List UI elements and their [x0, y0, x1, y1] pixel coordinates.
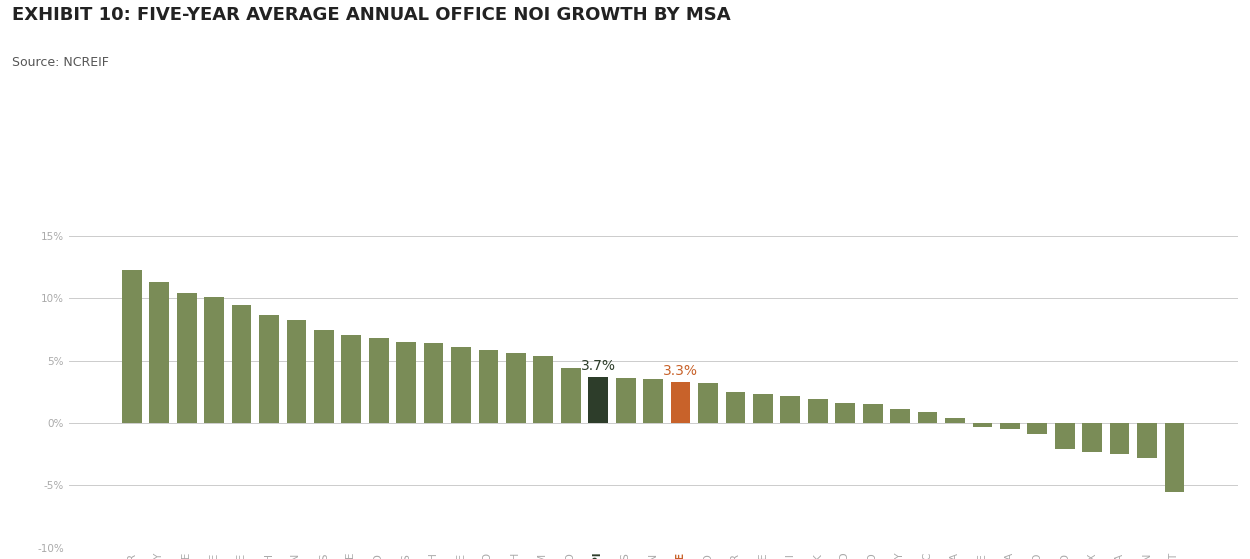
Bar — [451, 347, 471, 423]
Bar — [752, 395, 772, 423]
Bar — [341, 335, 361, 423]
Bar — [424, 343, 444, 423]
Bar — [699, 383, 718, 423]
Bar — [1028, 423, 1048, 434]
Bar — [534, 356, 554, 423]
Bar — [1055, 423, 1075, 449]
Bar — [369, 338, 389, 423]
Bar — [231, 305, 251, 423]
Bar — [1165, 423, 1185, 492]
Bar — [808, 400, 828, 423]
Bar — [1082, 423, 1102, 452]
Bar — [204, 297, 224, 423]
Bar — [1110, 423, 1130, 454]
Bar — [479, 349, 499, 423]
Text: EXHIBIT 10: FIVE-YEAR AVERAGE ANNUAL OFFICE NOI GROWTH BY MSA: EXHIBIT 10: FIVE-YEAR AVERAGE ANNUAL OFF… — [12, 6, 731, 23]
Text: Source: NCREIF: Source: NCREIF — [12, 56, 110, 69]
Bar — [616, 378, 635, 423]
Bar — [1000, 423, 1020, 429]
Bar — [835, 403, 855, 423]
Bar — [1138, 423, 1158, 458]
Bar — [286, 320, 306, 423]
Bar — [506, 353, 526, 423]
Bar — [561, 368, 581, 423]
Text: 3.3%: 3.3% — [662, 364, 698, 378]
Bar — [259, 315, 279, 423]
Bar — [780, 396, 800, 423]
Bar — [589, 377, 608, 423]
Bar — [149, 282, 169, 423]
Bar — [890, 409, 910, 423]
Bar — [945, 418, 965, 423]
Bar — [314, 330, 334, 423]
Bar — [122, 270, 141, 423]
Bar — [725, 392, 745, 423]
Bar — [176, 293, 196, 423]
Bar — [644, 380, 662, 423]
Bar — [862, 404, 882, 423]
Bar — [918, 412, 938, 423]
Bar — [671, 382, 690, 423]
Bar — [972, 423, 992, 427]
Bar — [396, 342, 416, 423]
Text: 3.7%: 3.7% — [581, 359, 616, 373]
